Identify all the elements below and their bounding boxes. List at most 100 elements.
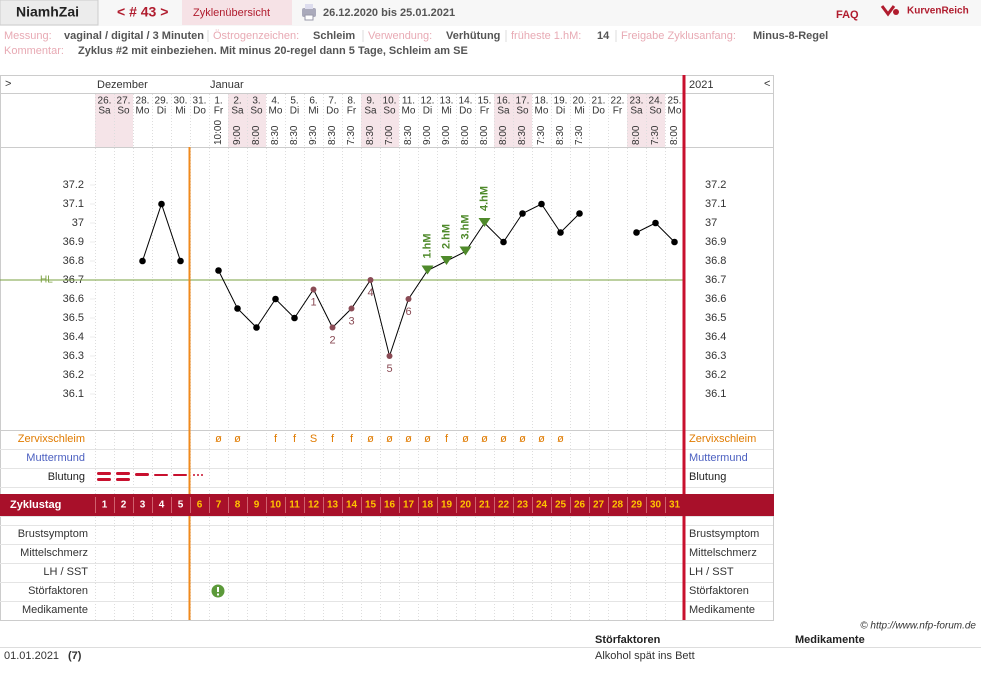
nav-right[interactable]: < <box>764 78 770 90</box>
weekday-label: Di <box>423 106 432 117</box>
temperature-point <box>234 305 241 312</box>
y-tick-label-right: 36.4 <box>705 331 726 343</box>
date-label: 2. <box>233 96 241 107</box>
logo-icon <box>880 5 899 17</box>
info-label: früheste 1.hM: <box>511 30 581 42</box>
y-tick-label-right: 36.9 <box>705 236 726 248</box>
info-value: vaginal / digital / 3 Minuten <box>64 30 204 42</box>
temperature-point <box>576 210 583 217</box>
cycle-day: 17 <box>403 500 415 511</box>
y-tick-label-right: 36.2 <box>705 369 726 381</box>
date-label: 25. <box>668 96 682 107</box>
info-value: Verhütung <box>446 30 500 42</box>
cycle-day: 21 <box>479 500 491 511</box>
weekday-label: Di <box>556 106 565 117</box>
hm-label: 2.hM <box>440 224 452 249</box>
time-label: 7:30 <box>650 125 661 145</box>
row-label: Mittelschmerz <box>20 547 88 559</box>
logo-text[interactable]: KurvenReich <box>907 6 969 17</box>
date-label: 15. <box>478 96 492 107</box>
time-label: 9:00 <box>441 125 452 145</box>
comment-label: Kommentar: <box>4 45 64 57</box>
temperature-point <box>367 277 374 283</box>
date-label: 17. <box>516 96 530 107</box>
time-label: 8:30 <box>555 125 566 145</box>
mucus-sign: ø <box>234 433 241 445</box>
cycle-day: 16 <box>384 500 396 511</box>
info-label: Messung: <box>4 30 52 42</box>
cycle-day: 30 <box>650 500 662 511</box>
date-label: 23. <box>630 96 644 107</box>
weekday-label: Mo <box>269 106 283 117</box>
date-label: 10. <box>383 96 397 107</box>
overview-link[interactable]: Zyklenübersicht <box>193 7 270 19</box>
weekend-shade <box>380 94 399 147</box>
weekday-label: So <box>516 106 529 117</box>
cycle-day: 2 <box>121 500 127 511</box>
notes-header: Störfaktoren <box>595 634 661 646</box>
weekday-label: Mo <box>402 106 416 117</box>
time-label: 8:00 <box>631 125 642 145</box>
date-label: 14. <box>459 96 473 107</box>
time-label: 8:00 <box>498 125 509 145</box>
temperature-point <box>177 257 184 265</box>
temperature-point <box>253 324 260 331</box>
temperature-point <box>500 238 507 246</box>
cycle-day: 3 <box>140 500 146 511</box>
date-label: 8. <box>347 96 355 107</box>
cycle-nav[interactable]: < # 43 > <box>117 4 168 20</box>
weekday-label: Fr <box>214 106 224 117</box>
disturbance-icon[interactable] <box>211 584 225 598</box>
info-value: 14 <box>597 30 610 42</box>
cycle-day: 24 <box>536 500 548 511</box>
cycle-day: 15 <box>365 500 377 511</box>
row-label-right: Zervixschleim <box>689 433 756 445</box>
note-text: Alkohol spät ins Bett <box>595 650 695 662</box>
date-label: 4. <box>271 96 279 107</box>
y-tick-label-right: 37.2 <box>705 179 726 191</box>
mucus-sign: ø <box>557 433 564 445</box>
weekend-shade <box>361 94 380 147</box>
date-label: 22. <box>611 96 625 107</box>
weekday-label: Sa <box>364 106 377 117</box>
temperature-point <box>310 286 317 293</box>
y-tick-label-right: 36.7 <box>705 274 726 286</box>
date-range: 26.12.2020 bis 25.01.2021 <box>323 7 455 19</box>
row-label-right: LH / SST <box>689 566 734 578</box>
weekday-label: Do <box>459 106 472 117</box>
weekday-label: Di <box>157 106 166 117</box>
cycle-day: 27 <box>593 500 605 511</box>
weekday-label: Mo <box>535 106 549 117</box>
cycle-day: 18 <box>422 500 434 511</box>
temperature-point <box>291 314 298 322</box>
weekday-label: Sa <box>231 106 244 117</box>
cycle-day-title: Zyklustag <box>10 499 61 511</box>
y-tick-label-right: 36.3 <box>705 350 726 362</box>
row-label: Zervixschleim <box>18 433 85 445</box>
mucus-sign: f <box>331 433 335 445</box>
row-label-right: Muttermund <box>689 452 748 464</box>
cycle-day: 25 <box>555 500 567 511</box>
y-tick-label: 36.2 <box>63 369 84 381</box>
weekday-label: Do <box>193 106 206 117</box>
hm-marker <box>440 256 453 265</box>
date-label: 26. <box>98 96 112 107</box>
faq-link[interactable]: FAQ <box>836 9 859 21</box>
month-label: Dezember <box>97 79 148 91</box>
date-label: 28. <box>136 96 150 107</box>
hm-label: 4.hM <box>478 186 490 211</box>
nav-left[interactable]: > <box>5 78 11 90</box>
printer-icon[interactable] <box>302 4 316 21</box>
weekday-label: Sa <box>630 106 643 117</box>
cycle-day: 1 <box>102 500 108 511</box>
temperature-point <box>557 229 564 236</box>
row-label-right: Störfaktoren <box>689 585 749 597</box>
date-label: 24. <box>649 96 663 107</box>
cycle-day: 12 <box>308 500 320 511</box>
date-label: 9. <box>366 96 374 107</box>
time-label: 8:00 <box>251 125 262 145</box>
time-label: 9:00 <box>422 125 433 145</box>
temperature-point <box>671 238 678 246</box>
cycle-day: 20 <box>460 500 472 511</box>
weekend-shade <box>646 94 665 147</box>
